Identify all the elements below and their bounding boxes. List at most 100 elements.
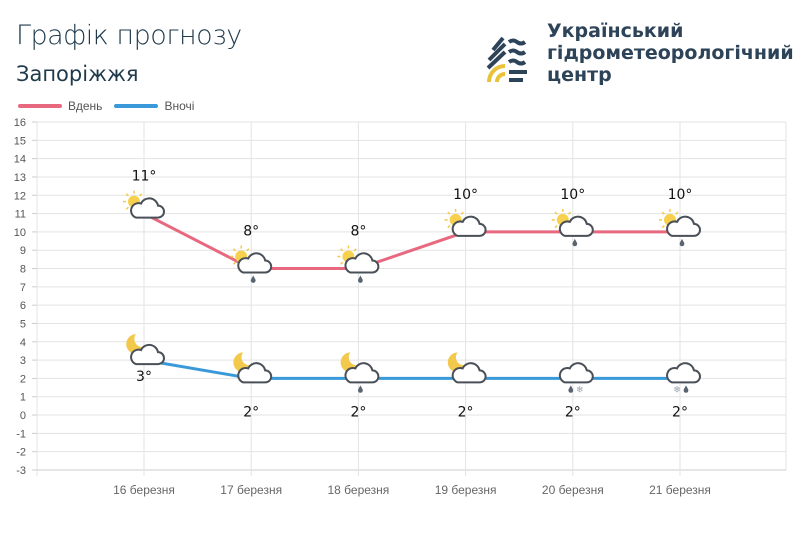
y-tick-label: 6 [20, 300, 26, 312]
cloud-icon [666, 215, 701, 237]
data-label: 8° [243, 224, 259, 240]
logo-drop-icon [486, 36, 527, 83]
y-tick-label: 3 [20, 355, 26, 367]
x-tick-label: 16 березня [113, 483, 175, 497]
rain-drop-icon [568, 385, 574, 393]
rain-drop-icon [679, 238, 685, 247]
city-name: Запоріжжя [16, 62, 139, 86]
sun-ray [460, 211, 464, 215]
cloud-icon [451, 215, 487, 237]
sun-ray [661, 211, 665, 215]
y-tick-label: 13 [14, 172, 26, 184]
sun-cloud-rain-icon [551, 208, 594, 247]
snowflake-icon: ❄ [576, 384, 584, 394]
y-tick-label: 10 [14, 227, 26, 239]
y-tick-label: 7 [20, 282, 26, 294]
cloud-icon [451, 362, 487, 384]
data-label: 11° [132, 169, 157, 185]
logo-line3: центр [547, 64, 612, 86]
page-title: Графік прогнозу [16, 20, 242, 51]
data-label: 2° [243, 404, 259, 420]
sun-ray [447, 225, 451, 229]
sun-cloud-rain-icon [230, 245, 273, 283]
cloud-icon [344, 252, 380, 274]
y-tick-label: -1 [16, 428, 26, 440]
rain-drop-icon [572, 238, 578, 247]
sun-cloud-icon [123, 190, 165, 219]
y-tick-label: 16 [14, 117, 26, 129]
y-tick-label: 2 [20, 373, 26, 385]
night-line [143, 358, 680, 380]
y-tick-label: 0 [20, 410, 26, 422]
moon-cloud-icon [447, 352, 487, 384]
cloud-icon [237, 362, 273, 384]
sun-ray [675, 211, 679, 215]
y-tick-label: 12 [14, 190, 26, 202]
x-tick-label: 19 березня [435, 483, 497, 497]
y-tick-label: 9 [20, 245, 26, 257]
rain-drop-icon [250, 275, 256, 283]
rain-drop-icon [683, 385, 689, 393]
cloud-icon [558, 215, 594, 237]
sun-ray [246, 248, 250, 252]
sun-ray [139, 193, 143, 197]
sun-ray [125, 206, 129, 210]
sun-ray [340, 248, 344, 252]
y-tick-label: 14 [14, 154, 26, 166]
sun-cloud-icon [444, 208, 487, 237]
legend-night[interactable]: Вночі [164, 99, 195, 113]
x-tick-label: 20 березня [542, 483, 604, 497]
cloud-icon [344, 362, 380, 384]
cloud-icon [130, 197, 165, 219]
data-label: 10° [668, 187, 693, 203]
cloud-snow-rain-icon: ❄ [666, 362, 701, 394]
y-tick-label: 1 [20, 392, 26, 404]
data-label: 2° [458, 404, 474, 420]
sun-ray [661, 225, 665, 229]
sun-ray [554, 211, 558, 215]
legend-day[interactable]: Вдень [68, 99, 103, 113]
cloud-icon [558, 362, 594, 384]
x-tick-label: 17 березня [220, 483, 282, 497]
sun-cloud-rain-icon [337, 245, 380, 283]
logo-line1: Український [547, 20, 684, 42]
logo: Український гідрометеорологічний центр [483, 20, 794, 90]
data-label: 3° [136, 369, 152, 385]
sun-ray [125, 193, 129, 197]
data-label: 2° [672, 404, 688, 420]
cloud-icon [666, 362, 701, 384]
legend: Вдень Вночі [18, 99, 194, 113]
logo-line2: гідрометеорологічний [547, 42, 794, 64]
y-tick-label: 4 [20, 337, 26, 349]
moon-cloud-icon [126, 334, 165, 366]
rain-drop-icon [358, 385, 363, 393]
x-tick-label: 18 березня [327, 483, 389, 497]
day-line [143, 212, 680, 271]
sun-ray [567, 211, 572, 215]
rain-drop-icon [358, 275, 363, 283]
data-label: 10° [560, 187, 585, 203]
legend-day-swatch [18, 104, 62, 108]
sun-ray [232, 248, 237, 252]
data-label: 2° [565, 404, 581, 420]
legend-night-swatch [114, 104, 159, 108]
sun-ray [232, 261, 237, 265]
moon-cloud-rain-icon [340, 352, 380, 393]
x-tick-label: 21 березня [649, 483, 711, 497]
snowflake-icon: ❄ [673, 384, 681, 394]
cloud-icon [237, 252, 273, 274]
y-tick-label: 15 [14, 135, 26, 147]
data-label: 8° [350, 224, 366, 240]
data-label: 10° [453, 187, 478, 203]
y-tick-label: 11 [15, 209, 26, 221]
y-tick-label: -2 [16, 447, 26, 459]
sun-ray [554, 225, 558, 229]
cloud-icon [130, 343, 165, 366]
data-label: 2° [350, 404, 366, 420]
cloud-rain-snow-icon: ❄ [558, 362, 594, 394]
sun-cloud-rain-icon [659, 208, 701, 247]
y-tick-label: -3 [16, 465, 26, 477]
sun-ray [353, 248, 357, 252]
moon-cloud-icon [233, 352, 273, 384]
